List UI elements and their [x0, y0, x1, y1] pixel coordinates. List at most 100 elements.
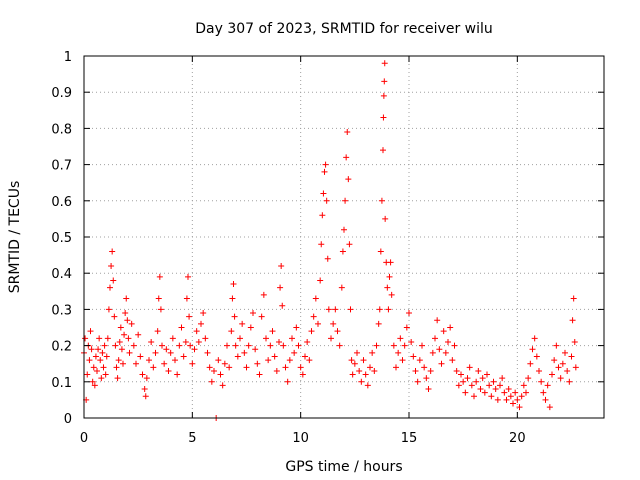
data-point: [351, 360, 358, 367]
data-point: [380, 147, 386, 154]
x-tick-label: 10: [292, 431, 309, 446]
data-point: [381, 78, 388, 85]
data-point: [572, 364, 579, 371]
data-point: [174, 371, 181, 378]
data-point: [103, 353, 110, 360]
data-point: [277, 284, 284, 291]
data-point: [492, 386, 499, 393]
data-point: [185, 273, 191, 280]
data-point: [115, 357, 122, 364]
data-point: [112, 342, 119, 349]
data-point: [91, 382, 98, 389]
data-point: [308, 328, 315, 335]
data-point: [130, 342, 137, 349]
data-point: [321, 168, 328, 175]
data-point: [229, 295, 236, 302]
data-point: [126, 349, 133, 356]
data-point: [156, 273, 163, 280]
data-point: [154, 328, 161, 335]
data-point: [118, 346, 125, 353]
y-tick-label: 0: [64, 412, 72, 427]
data-point: [237, 335, 243, 342]
data-point: [165, 367, 172, 374]
data-point: [86, 357, 93, 364]
data-point: [468, 382, 475, 389]
data-point: [116, 338, 123, 345]
data-point: [176, 342, 183, 349]
data-point: [438, 360, 445, 367]
data-point: [356, 367, 363, 374]
data-point: [453, 367, 460, 374]
data-point: [315, 320, 321, 327]
data-point: [445, 338, 451, 345]
data-point: [451, 342, 458, 349]
data-point: [466, 364, 473, 371]
data-point: [107, 284, 113, 291]
data-point: [84, 371, 91, 378]
data-point: [343, 154, 350, 161]
data-point: [367, 364, 373, 371]
data-point: [455, 382, 462, 389]
data-point: [318, 241, 325, 248]
axis-ticks: 00.10.20.30.40.50.60.70.80.910 5 10 15 20: [51, 50, 604, 446]
data-point: [230, 281, 237, 288]
data-point: [375, 320, 382, 327]
data-point: [385, 306, 392, 313]
data-point: [250, 310, 256, 317]
data-point: [265, 357, 272, 364]
data-point: [299, 371, 306, 378]
data-point: [109, 248, 116, 255]
data-point: [571, 338, 578, 345]
data-point: [150, 364, 157, 371]
x-tick-label: 15: [401, 431, 418, 446]
data-point: [414, 378, 421, 385]
data-point: [484, 371, 490, 378]
data-point: [373, 342, 380, 349]
data-point: [169, 335, 176, 342]
data-point: [142, 393, 149, 400]
data-point: [208, 378, 215, 385]
data-point: [410, 353, 417, 360]
data-point: [334, 328, 341, 335]
data-point: [432, 335, 438, 342]
data-point: [416, 357, 423, 364]
data-point: [102, 371, 109, 378]
data-point: [542, 396, 549, 403]
data-point: [113, 364, 120, 371]
data-point: [551, 357, 558, 364]
data-point: [354, 349, 360, 356]
data-point: [221, 360, 228, 367]
data-point: [187, 342, 194, 349]
data-point: [442, 349, 449, 356]
y-tick-label: 0.2: [51, 340, 72, 355]
data-point: [254, 360, 261, 367]
y-tick-label: 0.1: [51, 376, 72, 391]
data-point: [488, 393, 495, 400]
y-tick-label: 0.6: [51, 195, 72, 210]
data-point: [276, 338, 282, 345]
data-point: [544, 382, 551, 389]
data-point: [323, 197, 330, 204]
data-point: [189, 360, 196, 367]
data-point: [518, 393, 525, 400]
data-point: [523, 389, 529, 396]
data-point: [412, 367, 419, 374]
data-point: [358, 378, 365, 385]
data-point: [198, 320, 204, 327]
data-point: [117, 324, 124, 331]
data-point: [243, 364, 250, 371]
data-point: [490, 378, 497, 385]
data-point: [317, 277, 324, 284]
data-point: [245, 342, 252, 349]
data-point: [349, 371, 356, 378]
data-point: [322, 161, 329, 168]
data-point: [193, 328, 200, 335]
data-point: [546, 404, 553, 411]
data-point: [135, 331, 142, 338]
data-point: [231, 313, 238, 320]
data-point: [377, 248, 384, 255]
data-point: [479, 375, 486, 382]
data-point: [477, 386, 484, 393]
data-point: [429, 349, 436, 356]
data-point: [384, 284, 391, 291]
